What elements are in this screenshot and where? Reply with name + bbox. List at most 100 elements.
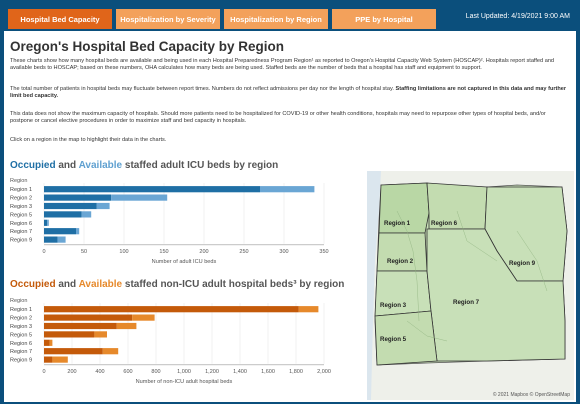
- nonicu-available-bar: [132, 314, 155, 321]
- nonicu-available-bar: [49, 339, 53, 346]
- dashboard-panel: Oregon's Hospital Bed Capacity by Region…: [4, 31, 576, 402]
- region-1-area[interactable]: [378, 182, 430, 234]
- region-3-label: Region 3: [380, 302, 407, 309]
- icu-category-label: Region 3: [10, 204, 32, 210]
- map-attribution: © 2021 Mapbox © OpenStreetMap: [492, 392, 570, 398]
- icu-chart-title: Occupied and Available staffed adult ICU…: [10, 160, 278, 171]
- nonicu-occupied-legend-word: Occupied: [10, 279, 56, 290]
- nonicu-tick-label: 2,000: [317, 369, 331, 375]
- nonicu-category-label: Region 2: [10, 316, 32, 322]
- region-6-label: Region 6: [431, 220, 458, 227]
- fluctuate-paragraph: The total number of patients in hospital…: [10, 86, 570, 100]
- nonicu-tick-label: 1,800: [289, 369, 303, 375]
- nonicu-y-axis-label: Region: [10, 298, 27, 304]
- icu-category-label: Region 9: [10, 238, 32, 244]
- nonicu-and-word: and: [58, 279, 77, 290]
- icu-occupied-legend-word: Occupied: [10, 160, 56, 171]
- icu-category-label: Region 7: [10, 229, 32, 235]
- tab-hospitalization-by-region[interactable]: Hospitalization by Region: [224, 9, 328, 29]
- nonicu-tick-label: 400: [95, 369, 104, 375]
- top-navigation-bar: Hospital Bed Capacity Hospitalization by…: [0, 0, 580, 30]
- nonicu-occupied-bar: [44, 356, 53, 363]
- nonicu-available-bar: [116, 322, 137, 330]
- icu-available-bar: [96, 202, 110, 210]
- region-7-area[interactable]: [426, 228, 566, 362]
- oregon-map-svg[interactable]: Region 1 Region 6 Region 2 Region 9 Regi…: [367, 171, 574, 400]
- region-2-label: Region 2: [387, 258, 414, 265]
- nonicu-occupied-bar: [44, 306, 299, 313]
- icu-available-bar: [57, 236, 66, 243]
- oregon-region-map[interactable]: Region 1 Region 6 Region 2 Region 9 Regi…: [367, 171, 574, 400]
- nonicu-category-label: Region 7: [10, 349, 32, 355]
- icu-occupied-bar: [44, 228, 76, 235]
- icu-occupied-bar: [44, 186, 260, 193]
- nonicu-available-bar: [94, 331, 107, 338]
- county-lines: [396, 210, 548, 342]
- icu-and-word: and: [58, 160, 77, 171]
- tab-hospitalization-by-severity[interactable]: Hospitalization by Severity: [116, 9, 220, 29]
- nonicu-available-bar: [52, 356, 68, 363]
- nonicu-occupied-bar: [44, 331, 95, 338]
- region-2-area[interactable]: [376, 232, 428, 272]
- nonicu-tick-label: 1,000: [177, 369, 191, 375]
- icu-x-axis-label: Number of adult ICU beds: [152, 259, 217, 265]
- icu-tick-label: 250: [239, 249, 248, 255]
- region-5-area[interactable]: [374, 310, 438, 366]
- icu-available-bar: [260, 186, 315, 193]
- icu-available-bar: [111, 194, 168, 201]
- nonicu-available-bar: [298, 306, 319, 313]
- nonicu-tick-label: 200: [67, 369, 76, 375]
- nonicu-available-bar: [102, 348, 119, 355]
- nonicu-category-label: Region 3: [10, 324, 32, 330]
- icu-occupied-bar: [44, 194, 112, 201]
- icu-tick-label: 150: [159, 249, 168, 255]
- icu-occupied-bar: [44, 202, 97, 210]
- icu-category-label: Region 2: [10, 196, 32, 202]
- nonicu-chart-title: Occupied and Available staffed non-ICU a…: [10, 279, 344, 290]
- nonicu-occupied-bar: [44, 348, 103, 355]
- icu-occupied-bar: [44, 219, 48, 226]
- tab-hospital-bed-capacity[interactable]: Hospital Bed Capacity: [8, 9, 112, 29]
- region-5-label: Region 5: [380, 336, 407, 343]
- nonicu-category-label: Region 9: [10, 358, 32, 364]
- icu-occupied-bar: [44, 211, 82, 218]
- staffing-limitations-note: Staffing limitations are not captured in…: [10, 86, 567, 100]
- nonicu-tick-label: 1,200: [205, 369, 219, 375]
- nonicu-category-label: Region 1: [10, 307, 32, 313]
- icu-tick-label: 100: [119, 249, 128, 255]
- nonicu-title-rest: staffed non-ICU adult hospital beds³ by …: [124, 279, 345, 290]
- nonicu-category-label: Region 6: [10, 341, 32, 347]
- nonicu-available-legend-word: Available: [78, 279, 123, 290]
- icu-tick-label: 50: [81, 249, 87, 255]
- region-7-label: Region 7: [453, 299, 480, 306]
- intro-paragraph: These charts show how many hospital beds…: [10, 58, 555, 72]
- nonicu-category-label: Region 5: [10, 332, 32, 338]
- nonicu-tick-label: 600: [123, 369, 132, 375]
- icu-category-label: Region 6: [10, 221, 32, 227]
- nonicu-tick-label: 800: [151, 369, 160, 375]
- fluctuate-text: The total number of patients in hospital…: [10, 86, 394, 92]
- max-capacity-paragraph: This data does not show the maximum capa…: [10, 111, 546, 125]
- nonicu-tick-label: 0: [42, 369, 45, 375]
- icu-available-legend-word: Available: [78, 160, 123, 171]
- nonicu-tick-label: 1,600: [261, 369, 275, 375]
- nonicu-bar-chart[interactable]: Region Region 1 Region 2 Region 3 Region 5 Re…: [8, 295, 348, 397]
- click-hint-paragraph: Click on a region in the map to highligh…: [10, 137, 167, 143]
- page-title: Oregon's Hospital Bed Capacity by Region: [10, 39, 285, 54]
- region-9-label: Region 9: [509, 260, 536, 267]
- icu-occupied-bar: [44, 236, 58, 243]
- nonicu-occupied-bar: [44, 322, 117, 330]
- icu-tick-label: 0: [42, 249, 45, 255]
- nonicu-occupied-bar: [44, 314, 133, 321]
- icu-tick-label: 300: [279, 249, 288, 255]
- icu-available-bar: [76, 228, 80, 235]
- icu-tick-label: 200: [199, 249, 208, 255]
- last-updated-timestamp: Last Updated: 4/19/2021 9:00 AM: [465, 13, 570, 20]
- region-3-area[interactable]: [374, 270, 432, 317]
- icu-bar-chart[interactable]: Region Region 1 Region 2 Region 3 Region 5 Re…: [8, 175, 348, 275]
- icu-available-bar: [81, 211, 92, 218]
- tab-ppe-by-hospital[interactable]: PPE by Hospital: [332, 9, 436, 29]
- icu-available-bar: [47, 219, 49, 226]
- icu-category-label: Region 5: [10, 212, 32, 218]
- icu-y-axis-label: Region: [10, 178, 27, 184]
